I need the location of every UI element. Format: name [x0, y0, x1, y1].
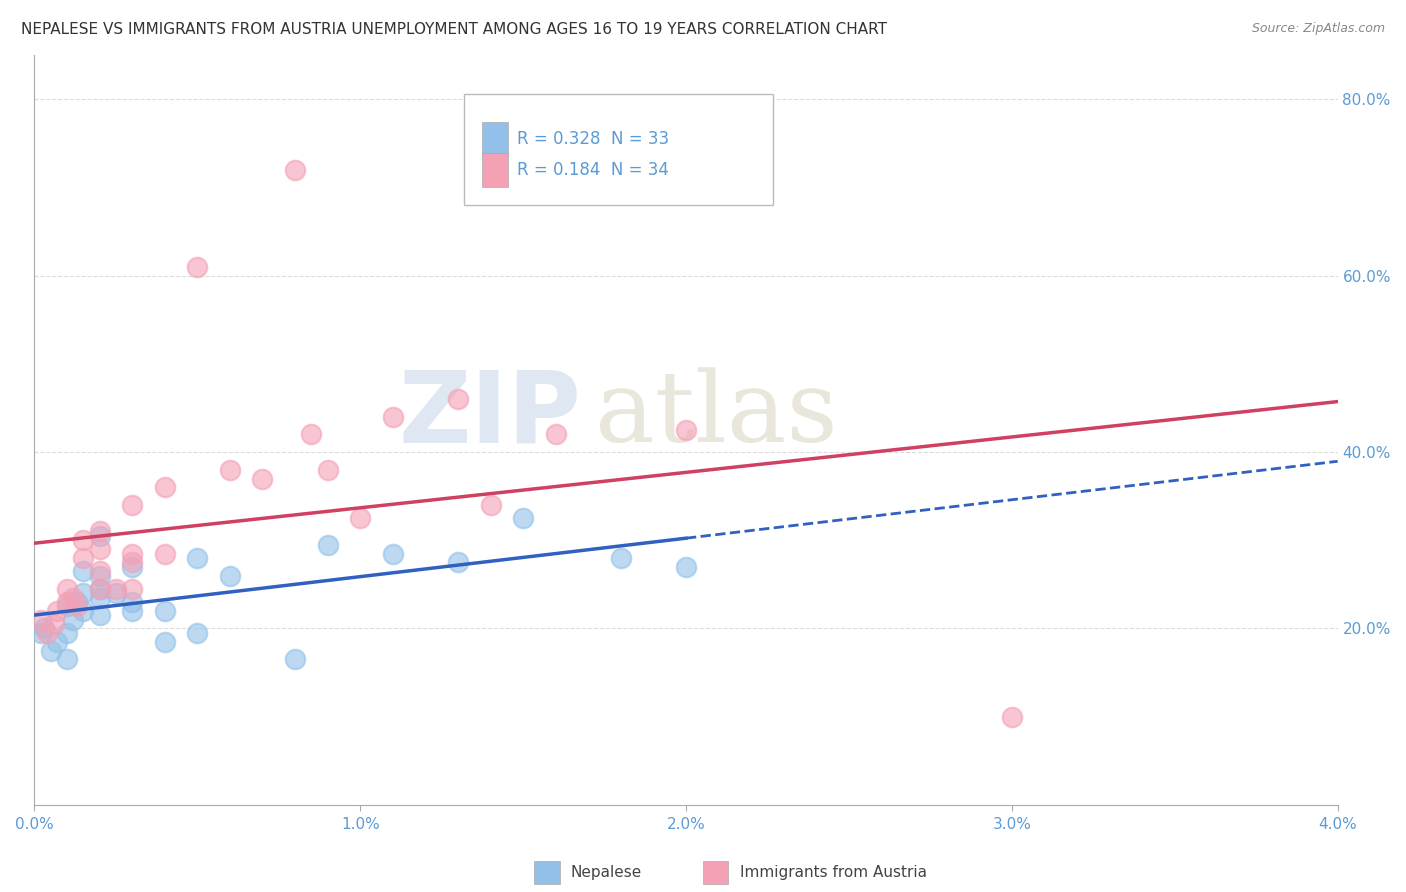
- Text: Source: ZipAtlas.com: Source: ZipAtlas.com: [1251, 22, 1385, 36]
- Point: [72, 564, 94, 578]
- Text: R = 0.328  N = 33: R = 0.328 N = 33: [517, 130, 669, 148]
- Point: [66, 595, 89, 609]
- Point: [447, 392, 470, 406]
- Point: [675, 423, 697, 437]
- Point: [675, 559, 697, 574]
- Point: [284, 652, 307, 666]
- Point: [252, 471, 274, 485]
- Point: [72, 550, 94, 565]
- Point: [544, 427, 567, 442]
- Point: [30, 613, 52, 627]
- Point: [121, 582, 143, 596]
- Point: [121, 547, 143, 561]
- Text: atlas: atlas: [595, 368, 838, 463]
- Point: [46, 634, 69, 648]
- Point: [121, 559, 143, 574]
- Point: [316, 538, 339, 552]
- Point: [104, 586, 127, 600]
- Point: [153, 547, 176, 561]
- Point: [104, 582, 127, 596]
- Point: [72, 604, 94, 618]
- Point: [72, 586, 94, 600]
- Text: Nepalese: Nepalese: [571, 865, 643, 880]
- Point: [1001, 709, 1024, 723]
- Point: [72, 533, 94, 548]
- Point: [153, 480, 176, 494]
- Point: [46, 604, 69, 618]
- Point: [89, 568, 111, 582]
- Point: [89, 591, 111, 605]
- Text: ZIP: ZIP: [399, 367, 582, 464]
- Point: [299, 427, 322, 442]
- Point: [186, 550, 208, 565]
- Point: [56, 582, 79, 596]
- Text: R = 0.184  N = 34: R = 0.184 N = 34: [517, 161, 669, 179]
- Point: [62, 591, 84, 605]
- Point: [121, 595, 143, 609]
- Point: [381, 409, 404, 424]
- Point: [89, 529, 111, 543]
- Point: [37, 626, 59, 640]
- Point: [121, 604, 143, 618]
- Point: [89, 608, 111, 623]
- Point: [121, 555, 143, 569]
- Point: [89, 582, 111, 596]
- Point: [32, 622, 55, 636]
- Point: [89, 564, 111, 578]
- Point: [66, 599, 89, 614]
- Point: [39, 643, 62, 657]
- Text: Immigrants from Austria: Immigrants from Austria: [740, 865, 927, 880]
- Point: [56, 652, 79, 666]
- Point: [512, 511, 534, 525]
- Point: [479, 498, 502, 512]
- Point: [218, 568, 240, 582]
- Point: [30, 626, 52, 640]
- Point: [610, 550, 633, 565]
- Point: [62, 613, 84, 627]
- Text: NEPALESE VS IMMIGRANTS FROM AUSTRIA UNEMPLOYMENT AMONG AGES 16 TO 19 YEARS CORRE: NEPALESE VS IMMIGRANTS FROM AUSTRIA UNEM…: [21, 22, 887, 37]
- Point: [381, 547, 404, 561]
- Point: [56, 595, 79, 609]
- Point: [447, 555, 470, 569]
- Point: [89, 524, 111, 539]
- Point: [218, 463, 240, 477]
- Point: [186, 626, 208, 640]
- Point: [153, 604, 176, 618]
- Point: [89, 542, 111, 557]
- Point: [186, 260, 208, 274]
- Point: [153, 634, 176, 648]
- Point: [89, 582, 111, 596]
- Point: [56, 626, 79, 640]
- Point: [316, 463, 339, 477]
- Point: [349, 511, 371, 525]
- Point: [121, 498, 143, 512]
- Point: [56, 599, 79, 614]
- Point: [42, 617, 65, 632]
- Point: [284, 162, 307, 177]
